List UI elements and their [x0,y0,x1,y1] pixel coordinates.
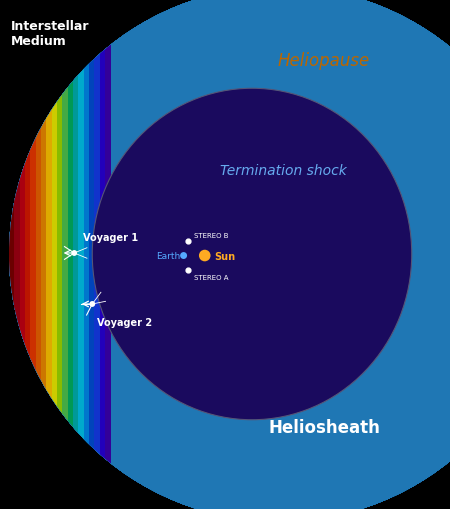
Bar [62,41,68,468]
Point [184,267,192,275]
Text: Heliopause: Heliopause [278,52,370,70]
Ellipse shape [9,0,450,509]
Text: Sun: Sun [215,251,236,261]
Point [201,252,208,260]
Point [180,252,187,260]
Ellipse shape [9,0,450,509]
Bar [46,41,52,468]
Ellipse shape [9,0,450,509]
Ellipse shape [9,0,450,509]
Ellipse shape [9,0,450,509]
Text: Voyager 1: Voyager 1 [83,232,139,242]
Bar [89,41,94,468]
Bar [41,41,47,468]
Bar [78,41,84,468]
Bar [36,41,41,468]
Ellipse shape [9,0,450,509]
Ellipse shape [9,0,450,509]
Text: STEREO B: STEREO B [194,233,228,239]
Bar [25,41,31,468]
Bar [30,41,36,468]
Ellipse shape [9,0,450,509]
Point [184,238,192,246]
Ellipse shape [9,0,450,509]
Ellipse shape [9,0,450,509]
Bar [20,41,26,468]
Ellipse shape [9,0,450,509]
Text: Voyager 2: Voyager 2 [97,317,152,327]
Point [89,300,96,308]
Bar [84,41,90,468]
Bar [52,41,58,468]
Bar [14,41,20,468]
Bar [9,41,15,468]
Ellipse shape [9,0,450,509]
Bar [68,41,73,468]
Ellipse shape [9,0,450,509]
Bar [105,41,111,468]
Text: STEREO A: STEREO A [194,275,228,281]
Ellipse shape [9,0,450,509]
Ellipse shape [9,0,450,509]
Ellipse shape [92,89,412,420]
Ellipse shape [9,0,450,509]
Text: Termination shock: Termination shock [220,163,347,178]
Bar [99,41,105,468]
Bar [94,41,100,468]
Ellipse shape [9,0,450,509]
Ellipse shape [9,0,450,509]
Point [71,249,78,258]
Bar [57,41,63,468]
Ellipse shape [9,0,450,509]
Text: Heliosheath: Heliosheath [268,418,380,437]
Ellipse shape [9,0,450,509]
Text: Interstellar
Medium: Interstellar Medium [11,20,90,48]
Bar [73,41,79,468]
Text: Earth: Earth [156,251,180,261]
